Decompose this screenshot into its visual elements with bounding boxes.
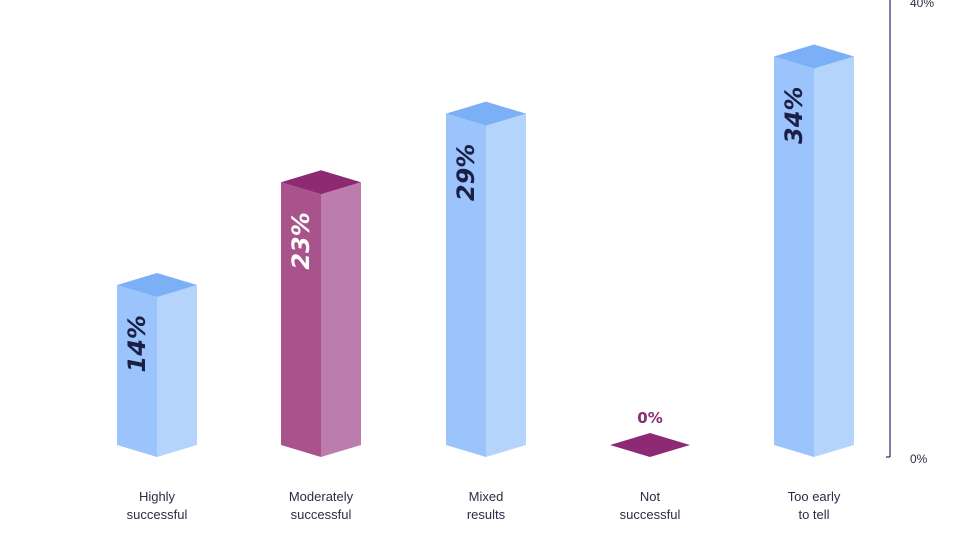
category-label: Moderately successful [289,489,354,522]
bar-front-face [774,56,814,458]
y-tick-label: 0% [910,452,928,466]
category-label: Too early to tell [788,489,841,522]
bar-2: 29% [446,101,526,458]
value-label: 0% [637,409,662,427]
category-label: Highly successful [127,489,188,522]
value-label: 23% [287,212,315,269]
bar-4: 34% [774,44,854,458]
bar-front-face [446,113,486,458]
bar-top-face [117,273,197,298]
bar-3: 0% [610,409,690,457]
value-label: 14% [123,315,151,372]
bar-0: 14% [117,273,197,457]
bar-side-face [157,285,197,457]
value-label: 34% [780,87,808,144]
bar-top-face [610,433,690,457]
bar-side-face [321,182,361,457]
bar-top-face [281,170,361,195]
category-labels-group: Highly successful Moderately successful Mixe… [127,489,841,522]
y-axis: 0% 40% [886,0,934,466]
bar-side-face [814,56,854,458]
bars-group: 14% 23% 29% 0% 34% [117,44,854,458]
bar-front-face [117,285,157,457]
bar-top-face [446,101,526,126]
bar-1: 23% [281,170,361,457]
bar-front-face [281,182,321,457]
y-tick-label: 40% [910,0,934,10]
bar-side-face [486,113,526,458]
bar-top-face [774,44,854,69]
value-label: 29% [452,144,480,201]
category-label: Mixed results [467,489,506,522]
category-label: Not successful [620,489,681,522]
